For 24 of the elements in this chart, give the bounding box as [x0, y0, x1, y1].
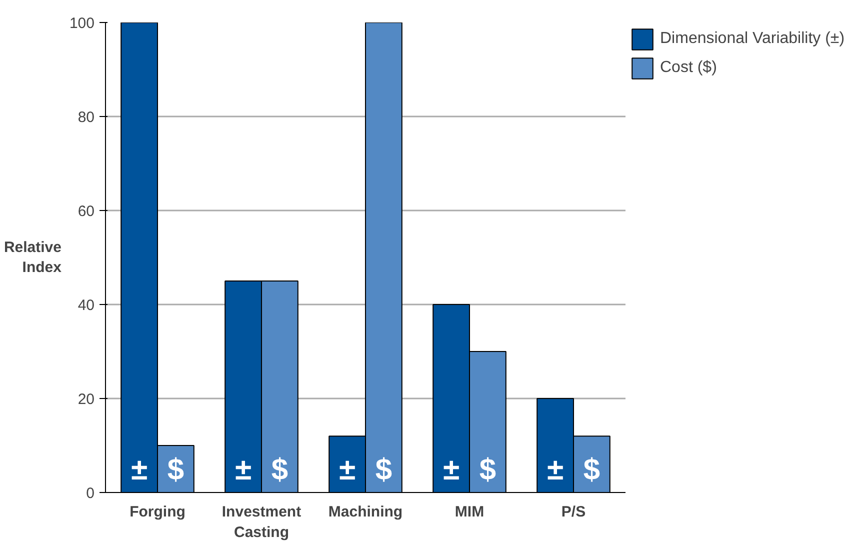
y-tick-label: 60	[78, 203, 95, 220]
data-label: ±	[547, 454, 564, 486]
legend-label: Dimensional Variability (±)	[660, 30, 845, 48]
x-tick-label: P/S	[561, 504, 586, 520]
data-label: ±	[235, 454, 252, 486]
x-tick-label: MIM	[454, 504, 484, 520]
data-label: ±	[131, 454, 148, 486]
data-label: $	[479, 454, 496, 486]
y-tick-label: 40	[78, 297, 95, 314]
data-label: ±	[339, 454, 356, 486]
x-tick-label: Machining	[328, 504, 403, 520]
x-tick-label: Investment Casting	[222, 504, 302, 541]
x-tick-label: Forging	[130, 504, 186, 520]
y-tick-label: 100	[69, 15, 95, 32]
legend-label: Cost ($)	[660, 59, 717, 77]
y-tick-label: 20	[78, 391, 95, 408]
y-axis-title: Relative Index	[4, 238, 62, 276]
data-label: $	[375, 454, 392, 486]
data-label: $	[167, 454, 184, 486]
data-label: ±	[443, 454, 460, 486]
data-label: $	[583, 454, 600, 486]
y-tick-label: 80	[78, 109, 95, 126]
y-tick-label: 0	[86, 485, 94, 502]
data-label: $	[271, 454, 288, 486]
